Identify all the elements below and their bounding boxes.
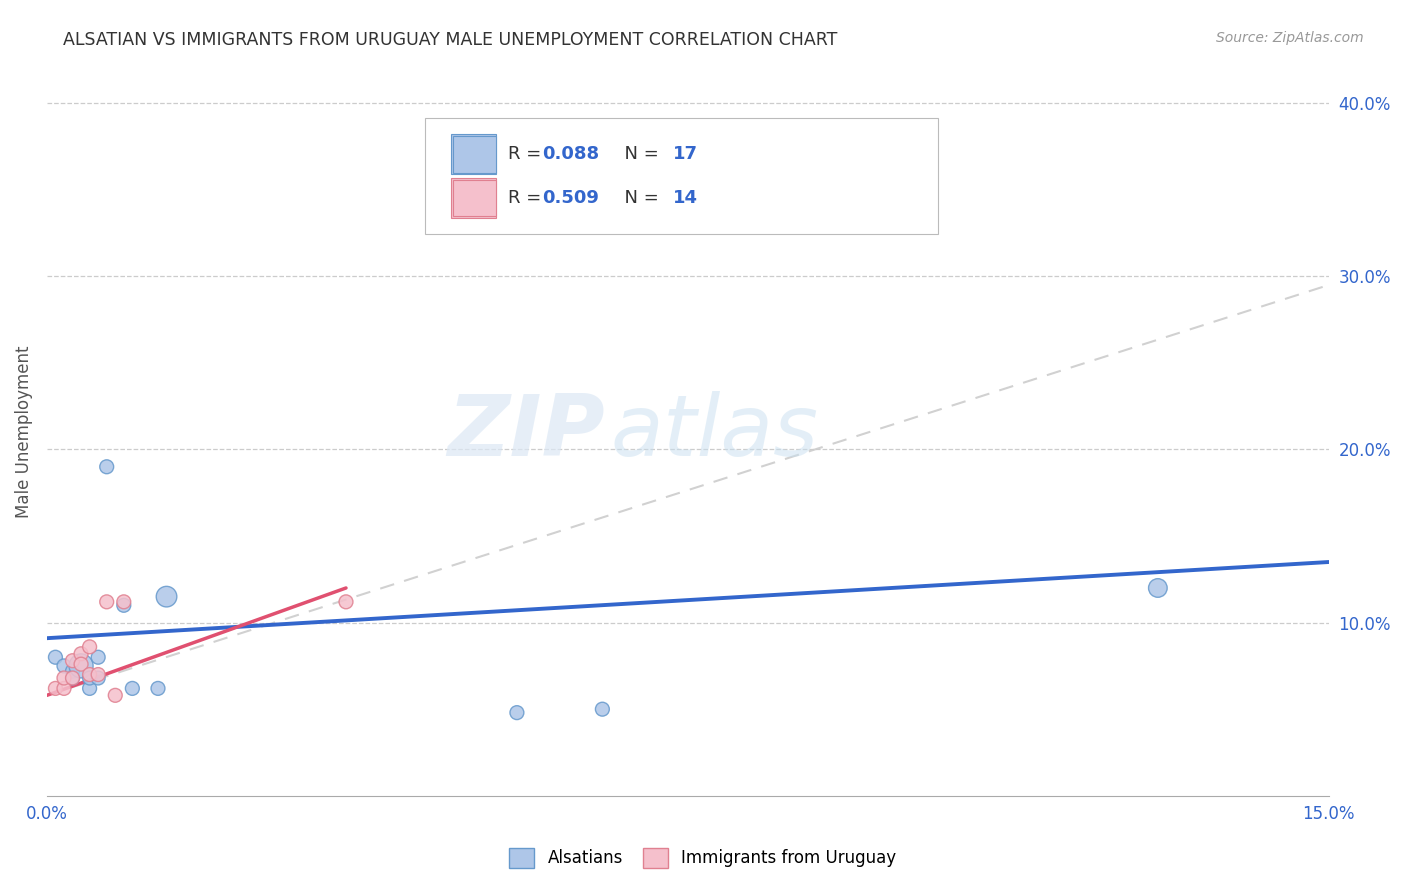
Point — [112, 599, 135, 613]
Point — [121, 681, 143, 696]
FancyBboxPatch shape — [451, 134, 495, 174]
FancyBboxPatch shape — [453, 180, 495, 216]
Text: N =: N = — [613, 145, 665, 163]
Text: 14: 14 — [672, 189, 697, 207]
Text: Source: ZipAtlas.com: Source: ZipAtlas.com — [1216, 31, 1364, 45]
Point — [62, 671, 84, 685]
Point — [79, 671, 101, 685]
Text: 17: 17 — [672, 145, 697, 163]
Text: ZIP: ZIP — [447, 391, 605, 474]
Point — [155, 590, 177, 604]
Text: 0.088: 0.088 — [541, 145, 599, 163]
FancyBboxPatch shape — [451, 178, 495, 218]
Point — [79, 667, 101, 681]
Point — [87, 671, 110, 685]
Text: R =: R = — [509, 145, 547, 163]
Point — [96, 595, 118, 609]
Point — [70, 657, 93, 672]
Point — [506, 706, 529, 720]
Point — [104, 689, 127, 703]
Point — [79, 640, 101, 654]
Point — [112, 595, 135, 609]
Point — [1147, 581, 1170, 595]
Legend: Alsatians, Immigrants from Uruguay: Alsatians, Immigrants from Uruguay — [503, 841, 903, 875]
Point — [53, 671, 76, 685]
Point — [70, 647, 93, 661]
FancyBboxPatch shape — [453, 136, 495, 172]
Point — [87, 667, 110, 681]
Point — [44, 681, 66, 696]
Y-axis label: Male Unemployment: Male Unemployment — [15, 346, 32, 518]
Point — [44, 650, 66, 665]
Point — [335, 595, 357, 609]
FancyBboxPatch shape — [425, 118, 938, 235]
Point — [62, 671, 84, 685]
Text: ALSATIAN VS IMMIGRANTS FROM URUGUAY MALE UNEMPLOYMENT CORRELATION CHART: ALSATIAN VS IMMIGRANTS FROM URUGUAY MALE… — [63, 31, 838, 49]
Point — [70, 659, 93, 673]
Text: atlas: atlas — [612, 391, 818, 474]
Point — [53, 681, 76, 696]
Point — [87, 650, 110, 665]
Point — [53, 659, 76, 673]
Text: R =: R = — [509, 189, 547, 207]
Point — [591, 702, 613, 716]
Text: 0.509: 0.509 — [541, 189, 599, 207]
Point — [79, 681, 101, 696]
Point — [146, 681, 169, 696]
Point — [96, 459, 118, 474]
Text: N =: N = — [613, 189, 665, 207]
Point — [62, 654, 84, 668]
Point — [62, 664, 84, 678]
